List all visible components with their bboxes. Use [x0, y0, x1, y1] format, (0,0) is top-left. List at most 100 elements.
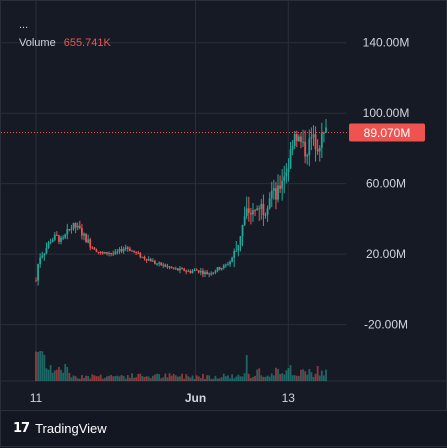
candle-body [64, 234, 67, 238]
volume-bar [64, 363, 67, 381]
volume-bar [39, 351, 42, 381]
candle-body [191, 270, 194, 273]
candle-body [135, 251, 138, 253]
candle-body [279, 185, 282, 189]
volume-bar [229, 378, 231, 381]
candle-body [49, 241, 52, 243]
candle-body [243, 216, 246, 225]
candle-body [252, 210, 254, 215]
volume-bar [310, 372, 313, 381]
candle-body [170, 267, 173, 269]
volume-bar [106, 376, 108, 381]
candle-body [314, 134, 317, 150]
volume-bar [245, 355, 248, 381]
volume-bar [220, 377, 223, 381]
volume-bar [164, 373, 167, 381]
volume-bar [275, 367, 277, 381]
volume-bar [212, 378, 215, 381]
volume-bar [124, 378, 127, 381]
candle-body [172, 267, 175, 269]
candle-body [295, 134, 298, 141]
volume-bar [85, 375, 87, 381]
candle-body [72, 222, 75, 229]
volume-bar [191, 375, 194, 381]
volume-bar [58, 366, 60, 381]
candle-body [218, 267, 221, 270]
volume-bar [252, 376, 254, 381]
candle-body [83, 233, 85, 236]
candle-body [212, 272, 215, 274]
volume-bar [325, 369, 327, 381]
volume-bar [293, 375, 296, 381]
volume-bar [89, 378, 92, 381]
volume-bar [74, 376, 77, 381]
volume-bar [202, 373, 204, 381]
candle-body [139, 253, 142, 258]
volume-bar [195, 375, 198, 381]
volume-bar [126, 375, 129, 381]
volume-bar [239, 376, 242, 381]
branding-footer[interactable]: 17 TradingView [1, 410, 447, 446]
candle-body [224, 264, 227, 266]
candle-body [285, 172, 288, 177]
volume-bar [304, 371, 307, 381]
volume-bar [247, 373, 250, 381]
volume-bar [91, 374, 94, 381]
volume-bar [218, 378, 221, 381]
volume-bar [170, 375, 173, 381]
candle-body [168, 266, 171, 268]
candle-body [293, 134, 296, 146]
volume-bar [154, 374, 156, 381]
candle-body [51, 239, 54, 242]
volume-bar [231, 374, 234, 381]
candle-body [275, 188, 277, 200]
volume-bar [199, 377, 202, 381]
volume-bar [235, 376, 238, 381]
volume-bar [272, 375, 275, 381]
y-tick-label: 100.00M [363, 106, 410, 120]
volume-bar [316, 365, 319, 381]
volume-bar [41, 351, 44, 381]
candle-body [41, 255, 44, 258]
legend-more-indicator[interactable]: ... [19, 19, 29, 31]
volume-bar [268, 376, 271, 381]
volume-bar [108, 375, 110, 381]
candle-body [245, 208, 248, 217]
x-tick-label: 13 [282, 391, 296, 405]
candle-body [78, 225, 81, 228]
volume-bar [277, 368, 279, 381]
candle-body [174, 268, 177, 270]
candle-body [106, 252, 108, 254]
candle-body [237, 245, 240, 251]
volume-bar [287, 368, 290, 381]
y-tick-label: 140.00M [363, 36, 410, 50]
candle-body [126, 247, 129, 249]
volume-bar [53, 370, 56, 381]
candle-body [318, 147, 321, 152]
candle-body [131, 250, 133, 252]
candle-body [308, 138, 311, 156]
volume-bar [93, 375, 96, 381]
volume-bar [314, 373, 317, 381]
volume-bar [174, 375, 177, 381]
candle-body [91, 247, 94, 249]
candle-body [160, 262, 163, 266]
candle-body [210, 273, 213, 275]
candle-body [143, 256, 146, 259]
candle-body [216, 267, 219, 272]
current-price-label: 89.070M [364, 126, 411, 140]
volume-bar [78, 378, 81, 381]
candle-body [193, 269, 196, 271]
volume-bar [176, 376, 179, 381]
candle-body [112, 253, 115, 255]
candle-body [220, 267, 223, 270]
candle-body [312, 134, 315, 137]
candle-body [249, 212, 252, 215]
volume-bar [51, 372, 54, 381]
volume-bar [37, 351, 39, 381]
volume-bar [70, 377, 73, 381]
volume-bar [323, 375, 325, 381]
candle-body [145, 258, 148, 261]
